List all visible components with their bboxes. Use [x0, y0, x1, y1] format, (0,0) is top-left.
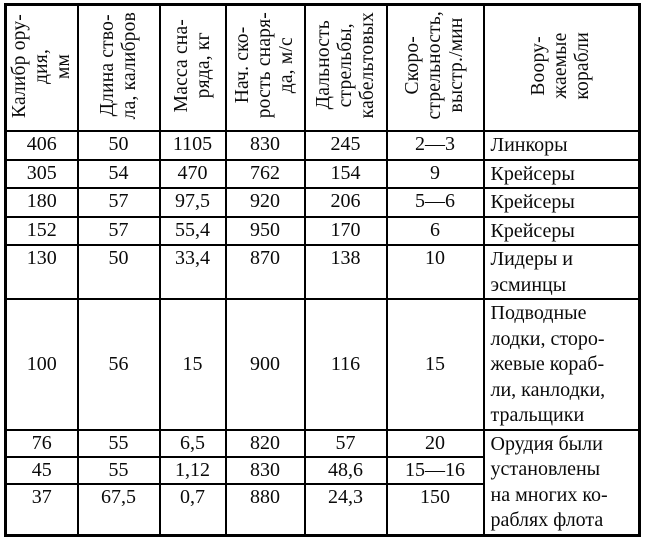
col-header-rate-of-fire: Скоро- стрельность, выстр./мин	[385, 3, 485, 132]
cell-muzzle-velocity: 830	[224, 130, 306, 161]
cell-ships: Крейсеры	[482, 215, 641, 246]
cell-muzzle-velocity: 762	[224, 158, 306, 189]
cell-muzzle-velocity: 950	[224, 215, 306, 246]
cell-shell-mass: 0,7	[158, 482, 227, 537]
cell-shell-mass: 470	[158, 158, 227, 189]
cell-range: 154	[303, 158, 388, 189]
table-row: 76 55 6,5 820 57 20 Орудия были установл…	[4, 428, 641, 537]
cell-rate-of-fire: 150	[385, 482, 485, 537]
cell-rate-of-fire: 10	[385, 244, 485, 300]
cell-ships: Лидеры и эсминцы	[482, 244, 641, 300]
cell-caliber: 305	[4, 158, 79, 189]
col-header-shell-mass: Масса сна- ряда, кг	[158, 3, 227, 132]
cell-barrel-length: 67,5	[76, 482, 161, 537]
table-row: 37 67,5 0,7 880 24,3 150	[4, 482, 640, 537]
cell-muzzle-velocity: 870	[224, 244, 306, 300]
cell-barrel-length: 54	[76, 158, 161, 189]
cell-barrel-length: 50	[76, 244, 161, 300]
cell-range: 24,3	[303, 482, 388, 537]
table-row: 406 50 1105 830 245 2—3 Линкоры	[4, 130, 641, 161]
cell-barrel-length: 57	[76, 187, 161, 218]
cell-rate-of-fire: 9	[385, 158, 485, 189]
cell-caliber: 180	[4, 187, 79, 218]
cell-caliber: 130	[4, 244, 79, 300]
cell-range: 116	[303, 298, 388, 431]
cell-muzzle-velocity: 880	[224, 482, 306, 537]
cell-shell-mass: 1105	[158, 130, 227, 161]
cell-shell-mass: 55,4	[158, 215, 227, 246]
cell-ships: Линкоры	[482, 130, 641, 161]
table-row: 305 54 470 762 154 9 Крейсеры	[4, 158, 641, 189]
cell-rate-of-fire: 6	[385, 215, 485, 246]
cell-range: 48,6	[303, 455, 388, 485]
col-header-shell-mass-label: Масса сна- ряда, кг	[170, 18, 214, 113]
cell-shell-mass: 6,5	[158, 428, 227, 458]
naval-guns-spec-table: Калибр ору- дия, мм Длина ство- ла, кали…	[4, 3, 641, 537]
col-header-caliber: Калибр ору- дия, мм	[4, 3, 79, 132]
cell-rate-of-fire: 15—16	[385, 455, 485, 485]
cell-range: 245	[303, 130, 388, 161]
cell-caliber: 37	[4, 482, 79, 537]
cell-ships: Крейсеры	[482, 158, 641, 189]
cell-caliber: 100	[4, 298, 79, 431]
col-header-muzzle-velocity: Нач. ско- рость снаря- да, м/с	[224, 3, 306, 132]
cell-caliber: 76	[4, 428, 79, 458]
cell-shell-mass: 33,4	[158, 244, 227, 300]
cell-barrel-length: 55	[76, 428, 161, 458]
cell-range: 138	[303, 244, 388, 300]
cell-muzzle-velocity: 830	[224, 455, 306, 485]
cell-shell-mass: 15	[158, 298, 227, 431]
cell-caliber: 45	[4, 455, 79, 485]
cell-rate-of-fire: 5—6	[385, 187, 485, 218]
cell-caliber: 406	[4, 130, 79, 161]
col-header-caliber-label: Калибр ору- дия, мм	[8, 13, 74, 118]
cell-muzzle-velocity: 900	[224, 298, 306, 431]
cell-ships: Крейсеры	[482, 187, 641, 218]
cell-ships-merged: Орудия были установлены на многих ко- ра…	[482, 428, 641, 537]
cell-range: 206	[303, 187, 388, 218]
header-row: Калибр ору- дия, мм Длина ство- ла, кали…	[4, 3, 641, 132]
cell-rate-of-fire: 15	[385, 298, 485, 431]
cell-barrel-length: 55	[76, 455, 161, 485]
cell-range: 170	[303, 215, 388, 246]
col-header-barrel-length: Длина ство- ла, калибров	[76, 3, 161, 132]
cell-shell-mass: 1,12	[158, 455, 227, 485]
cell-shell-mass: 97,5	[158, 187, 227, 218]
table-row: 45 55 1,12 830 48,6 15—16	[4, 455, 640, 485]
cell-muzzle-velocity: 820	[224, 428, 306, 458]
cell-rate-of-fire: 20	[385, 428, 485, 458]
cell-muzzle-velocity: 920	[224, 187, 306, 218]
col-header-muzzle-velocity-label: Нач. ско- рость снаря- да, м/с	[232, 12, 297, 119]
table-row: 152 57 55,4 950 170 6 Крейсеры	[4, 215, 641, 246]
cell-rate-of-fire: 2—3	[385, 130, 485, 161]
cell-caliber: 152	[4, 215, 79, 246]
table-row: 100 56 15 900 116 15 Подводные лодки, ст…	[4, 298, 641, 431]
table-row: 130 50 33,4 870 138 10 Лидеры и эсминцы	[4, 244, 641, 300]
cell-barrel-length: 57	[76, 215, 161, 246]
cell-barrel-length: 56	[76, 298, 161, 431]
cell-ships: Подводные лодки, сторо- жевые кораб- ли,…	[482, 298, 641, 431]
cell-barrel-length: 50	[76, 130, 161, 161]
table-row: 180 57 97,5 920 206 5—6 Крейсеры	[4, 187, 641, 218]
col-header-firing-range-label: Дальность стрельбы, кабельтовых	[312, 12, 378, 119]
col-header-firing-range: Дальность стрельбы, кабельтовых	[303, 3, 388, 132]
cell-range: 57	[303, 428, 388, 458]
col-header-rate-of-fire-label: Скоро- стрельность, выстр./мин	[402, 11, 467, 120]
col-header-armed-ships-label: Воору- жаемые корабли	[528, 31, 594, 100]
col-header-barrel-length-label: Длина ство- ла, калибров	[96, 11, 140, 120]
col-header-armed-ships: Воору- жаемые корабли	[482, 3, 641, 132]
